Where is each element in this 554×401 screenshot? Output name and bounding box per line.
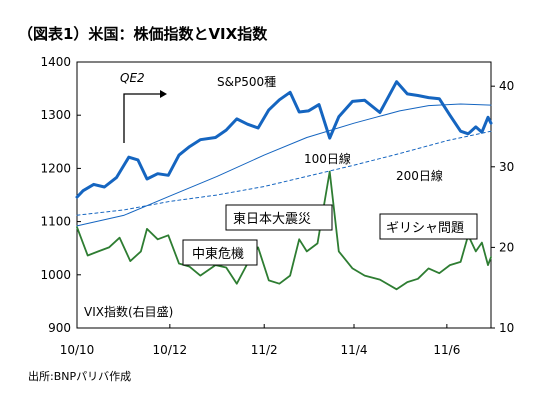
x-axis: 10/10 10/12 11/2 11/4 11/6 — [60, 324, 460, 357]
right-y-axis: 10 20 30 40 — [490, 62, 514, 335]
japan-earthquake-label: 東日本大震災 — [233, 211, 311, 227]
series-line-3 — [76, 170, 492, 291]
middle-east-crisis-label: 中東危機 — [192, 246, 244, 262]
japan-earthquake-box — [225, 204, 333, 231]
left-y-tick-label: 1300 — [40, 108, 71, 122]
left-y-tick-label: 1200 — [40, 161, 71, 175]
series-line-0 — [75, 80, 493, 199]
left-y-axis: 900 1000 1100 1200 1300 1400 — [40, 55, 81, 335]
right-y-tick-label: 30 — [499, 160, 514, 174]
greece-box — [379, 213, 478, 240]
x-tick-label: 11/6 — [433, 343, 460, 357]
x-tick-label: 10/10 — [60, 343, 95, 357]
vix-label: VIX指数(右目盛) — [84, 304, 173, 319]
x-tick-label: 11/4 — [341, 343, 368, 357]
japan-earthquake-callout: 東日本大震災 — [225, 204, 333, 231]
right-y-tick-label: 20 — [499, 240, 514, 254]
chart-title: （図表1）米国：株価指数とVIX指数 — [18, 25, 268, 43]
left-y-tick-label: 1100 — [40, 215, 71, 229]
middle-east-crisis-callout: 中東危機 — [182, 239, 258, 266]
x-tick-label: 11/2 — [251, 343, 278, 357]
source-note: 出所:BNPパリバ作成 — [28, 369, 131, 383]
left-y-tick-label: 900 — [48, 321, 71, 335]
qe2-label: QE2 — [120, 71, 145, 85]
x-tick-label: 10/12 — [153, 343, 188, 357]
middle-east-crisis-box — [182, 239, 258, 266]
qe2-arrow — [123, 93, 160, 143]
greece-callout: ギリシャ問題 — [379, 213, 478, 240]
right-y-tick-label: 10 — [499, 321, 514, 335]
ma100-label: 100日線 — [304, 151, 351, 166]
left-y-tick-label: 1000 — [40, 268, 71, 282]
series-line-2 — [76, 130, 492, 216]
qe2-annotation: QE2 — [120, 71, 167, 143]
left-y-tick-label: 1400 — [40, 55, 71, 69]
right-y-tick-label: 40 — [499, 79, 514, 93]
series-layer — [75, 80, 493, 291]
qe2-arrowhead — [160, 90, 167, 98]
sp500-label: S&P500種 — [217, 75, 276, 89]
greece-label: ギリシャ問題 — [386, 221, 464, 236]
series-line-1 — [76, 103, 492, 227]
ma200-label: 200日線 — [396, 168, 443, 183]
plot-frame — [76, 61, 492, 329]
